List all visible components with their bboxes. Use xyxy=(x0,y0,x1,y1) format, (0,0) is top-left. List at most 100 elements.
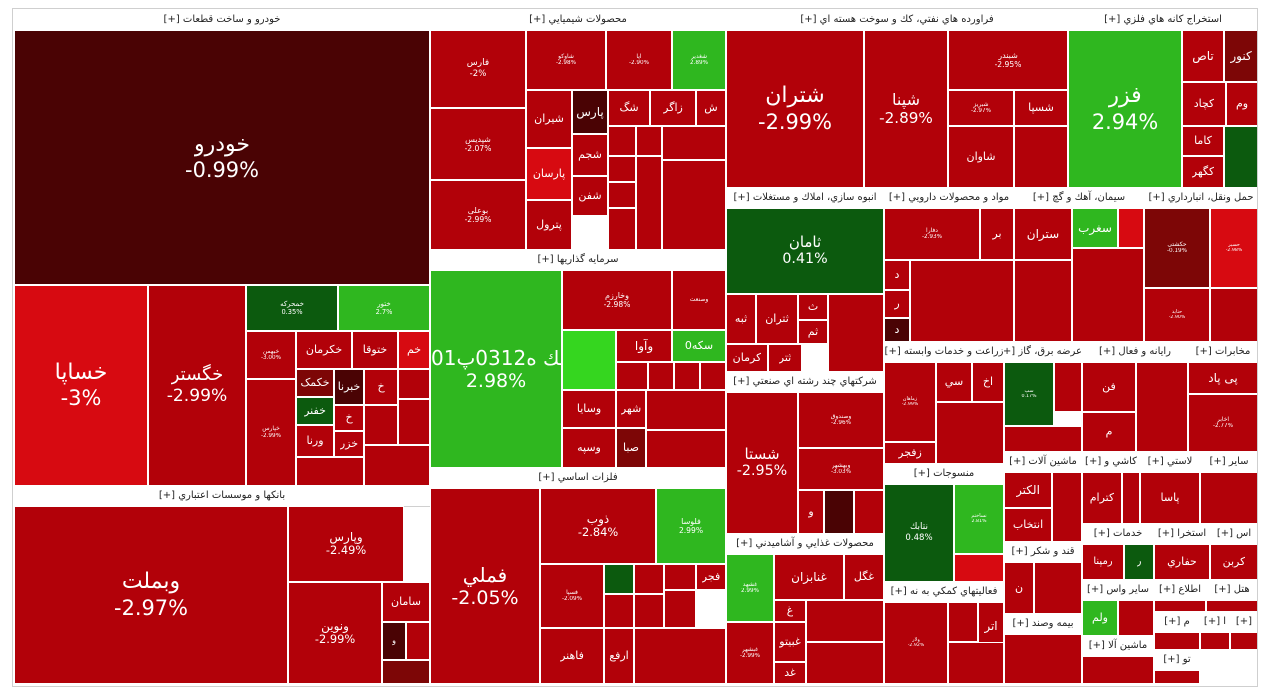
stock-tile[interactable]: خ xyxy=(364,369,398,405)
stock-tile[interactable]: خمحرکه 0.35% xyxy=(246,285,338,331)
stock-tile[interactable] xyxy=(948,642,1004,684)
stock-tile[interactable]: بر xyxy=(980,208,1014,260)
sector-header[interactable]: ماشين آلات [+] xyxy=(1004,452,1082,473)
stock-tile[interactable]: نتابك 0.48% xyxy=(884,484,954,582)
stock-tile[interactable]: انتخاب xyxy=(1004,508,1052,542)
stock-tile[interactable]: خبرنا xyxy=(334,369,364,405)
sector-header[interactable]: مواد و محصولات دارويي [+] xyxy=(884,188,1014,209)
stock-tile[interactable] xyxy=(1054,362,1082,412)
stock-tile[interactable]: تاص xyxy=(1182,30,1224,82)
stock-tile[interactable]: ونوين -2.99% xyxy=(288,582,382,684)
stock-tile[interactable]: ختور 2.7% xyxy=(338,285,430,331)
stock-tile[interactable]: وصندوق -2.96% xyxy=(798,392,884,448)
stock-tile[interactable]: ورنا xyxy=(296,425,334,457)
stock-tile[interactable]: فن xyxy=(1082,362,1136,412)
stock-tile[interactable]: غبيتو xyxy=(774,622,806,662)
stock-tile[interactable] xyxy=(664,564,696,590)
stock-tile[interactable]: كاما xyxy=(1182,126,1224,156)
stock-tile[interactable]: وپارس -2.49% xyxy=(288,506,404,582)
stock-tile[interactable]: كگهر xyxy=(1182,156,1224,188)
stock-tile[interactable]: و xyxy=(798,490,824,534)
stock-tile[interactable] xyxy=(636,156,662,250)
stock-tile[interactable] xyxy=(608,126,636,156)
stock-tile[interactable]: حتاید -2.90% xyxy=(1144,288,1210,342)
stock-tile[interactable]: غد xyxy=(774,662,806,684)
stock-tile[interactable]: كرمان xyxy=(726,344,768,372)
stock-tile[interactable] xyxy=(1072,248,1144,342)
stock-tile[interactable] xyxy=(1014,260,1072,342)
stock-tile[interactable]: زاگر xyxy=(650,90,696,126)
sector-header[interactable]: استخرا [+] xyxy=(1154,524,1210,545)
stock-tile[interactable] xyxy=(634,594,664,628)
stock-tile[interactable]: وم xyxy=(1226,82,1258,126)
stock-tile[interactable]: سپ 0.17% xyxy=(1004,362,1054,426)
stock-tile[interactable]: شغدیر 2.89% xyxy=(672,30,726,90)
sector-header[interactable]: [+] xyxy=(1230,612,1258,633)
stock-tile[interactable] xyxy=(1224,126,1258,188)
stock-tile[interactable] xyxy=(824,490,854,534)
stock-tile[interactable]: سي xyxy=(936,362,972,402)
stock-tile[interactable]: خگستر -2.99% xyxy=(148,285,246,486)
stock-tile[interactable] xyxy=(1118,600,1154,636)
stock-tile[interactable]: شجم xyxy=(572,134,608,176)
stock-tile[interactable]: خزر xyxy=(334,431,364,457)
stock-tile[interactable]: كترام xyxy=(1082,472,1122,524)
stock-tile[interactable]: اخابر -2.77% xyxy=(1188,394,1258,452)
stock-tile[interactable]: فاهنر xyxy=(540,628,604,684)
stock-tile[interactable] xyxy=(398,369,430,399)
sector-header[interactable]: فلزات اساسي [+] xyxy=(430,468,726,489)
stock-tile[interactable]: خکرمان xyxy=(296,331,352,369)
stock-tile[interactable]: شستا -2.95% xyxy=(726,392,798,534)
sector-header[interactable]: قند و شكر [+] xyxy=(1004,542,1082,563)
stock-tile[interactable] xyxy=(1136,362,1188,452)
stock-tile[interactable] xyxy=(634,564,664,594)
stock-tile[interactable] xyxy=(700,362,726,390)
sector-header[interactable]: استخراج كانه هاي فلزي [+] xyxy=(1068,10,1258,31)
stock-tile[interactable] xyxy=(662,160,726,250)
stock-tile[interactable]: ثم xyxy=(798,320,828,344)
sector-header[interactable]: لاستي [+] xyxy=(1140,452,1200,473)
stock-tile[interactable]: سامان xyxy=(382,582,430,622)
stock-tile[interactable]: كربن xyxy=(1210,544,1258,580)
stock-tile[interactable] xyxy=(296,457,364,486)
stock-tile[interactable] xyxy=(1014,126,1068,188)
stock-tile[interactable] xyxy=(1082,656,1154,684)
sector-header[interactable]: محصولات غذايي و آشاميدني [+] xyxy=(726,534,884,555)
sector-header[interactable]: كاشي و [+] xyxy=(1082,452,1140,473)
stock-tile[interactable]: وصنعت xyxy=(672,270,726,330)
stock-tile[interactable]: غشهد 2.99% xyxy=(726,554,774,622)
stock-tile[interactable] xyxy=(1230,632,1258,650)
stock-tile[interactable]: ش xyxy=(696,90,726,126)
sector-header[interactable]: مخابرات [+] xyxy=(1188,342,1258,363)
sector-header[interactable]: انبوه سازي، املاك و مستغلات [+] xyxy=(726,188,884,209)
stock-tile[interactable] xyxy=(664,590,696,628)
stock-tile[interactable]: د xyxy=(884,318,910,342)
stock-tile[interactable]: خپارس -2.99% xyxy=(246,379,296,486)
stock-tile[interactable]: الكتر xyxy=(1004,472,1052,508)
stock-tile[interactable]: سکه0 xyxy=(672,330,726,362)
stock-tile[interactable]: فملي -2.05% xyxy=(430,488,540,684)
stock-tile[interactable]: وسايا xyxy=(562,390,616,428)
stock-tile[interactable]: ثبه xyxy=(726,294,756,344)
stock-tile[interactable]: شگ xyxy=(608,90,650,126)
stock-tile[interactable]: خفنر xyxy=(296,397,334,425)
stock-tile[interactable] xyxy=(910,260,1014,342)
stock-tile[interactable] xyxy=(806,600,884,642)
sector-header[interactable]: تو [+] xyxy=(1154,650,1200,671)
stock-tile[interactable]: شسپا xyxy=(1014,90,1068,126)
sector-header[interactable]: ا [+] xyxy=(1200,612,1230,633)
stock-tile[interactable]: غگل xyxy=(844,554,884,600)
stock-tile[interactable]: شتران -2.99% xyxy=(726,30,864,188)
stock-tile[interactable] xyxy=(1154,632,1200,650)
stock-tile[interactable]: ولم xyxy=(1082,600,1118,636)
stock-tile[interactable]: زماهان -2.99% xyxy=(884,362,936,442)
sector-header[interactable]: منسوجات [+] xyxy=(884,464,1004,485)
stock-tile[interactable]: د xyxy=(884,260,910,290)
stock-tile[interactable] xyxy=(616,362,648,390)
stock-tile[interactable] xyxy=(854,490,884,534)
stock-tile[interactable] xyxy=(604,564,634,594)
stock-tile[interactable] xyxy=(1200,632,1230,650)
sector-header[interactable]: خدمات [+] xyxy=(1082,524,1154,545)
stock-tile[interactable]: سغرب xyxy=(1072,208,1118,248)
